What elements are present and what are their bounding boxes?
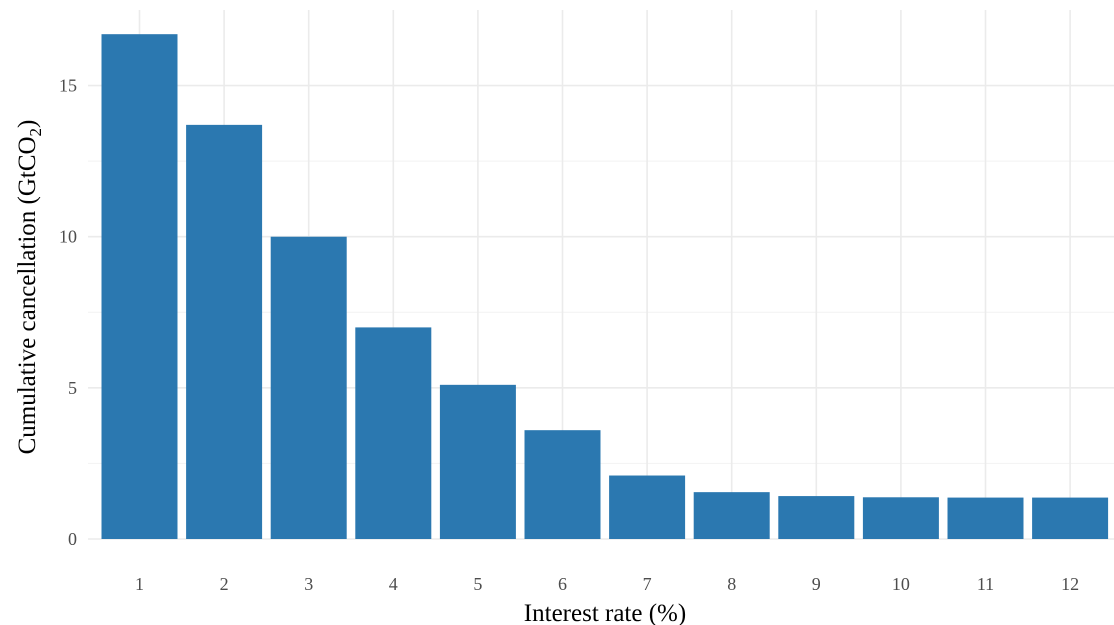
y-axis-title-subscript: 2 xyxy=(26,128,45,137)
y-tick-label: 10 xyxy=(59,227,77,247)
bar-8 xyxy=(693,492,770,539)
x-tick-label: 11 xyxy=(977,574,994,594)
bar-7 xyxy=(609,475,686,539)
bar-3 xyxy=(270,236,347,539)
y-tick-label: 0 xyxy=(68,529,77,549)
bar-4 xyxy=(355,327,432,539)
y-axis-title-main: Cumulative cancellation (GtCO xyxy=(14,136,41,454)
bar-5 xyxy=(439,384,516,539)
bar-9 xyxy=(778,496,855,539)
y-axis-title-end: ) xyxy=(14,120,41,128)
y-tick-label: 5 xyxy=(68,378,77,398)
bar-1 xyxy=(101,34,178,539)
x-tick-label: 6 xyxy=(558,574,567,594)
x-tick-label: 3 xyxy=(304,574,313,594)
bar-11 xyxy=(947,497,1024,539)
bar-12 xyxy=(1032,497,1109,539)
x-tick-label: 12 xyxy=(1061,574,1079,594)
y-tick-label: 15 xyxy=(59,76,77,96)
x-axis-ticks: 1 2 3 4 5 6 7 8 9 10 11 12 xyxy=(135,574,1079,594)
y-axis-title: Cumulative cancellation (GtCO2) xyxy=(14,120,45,455)
x-tick-label: 4 xyxy=(389,574,398,594)
x-tick-label: 1 xyxy=(135,574,144,594)
x-tick-label: 2 xyxy=(220,574,229,594)
bars xyxy=(101,34,1109,540)
x-tick-label: 10 xyxy=(892,574,910,594)
bar-2 xyxy=(186,124,263,540)
bar-6 xyxy=(524,430,601,539)
x-tick-label: 5 xyxy=(473,574,482,594)
x-axis-title: Interest rate (%) xyxy=(524,600,686,625)
y-axis-ticks: 0 5 10 15 xyxy=(59,76,77,549)
bar-10 xyxy=(862,497,939,539)
x-tick-label: 9 xyxy=(812,574,821,594)
x-tick-label: 8 xyxy=(727,574,736,594)
x-tick-label: 7 xyxy=(643,574,652,594)
